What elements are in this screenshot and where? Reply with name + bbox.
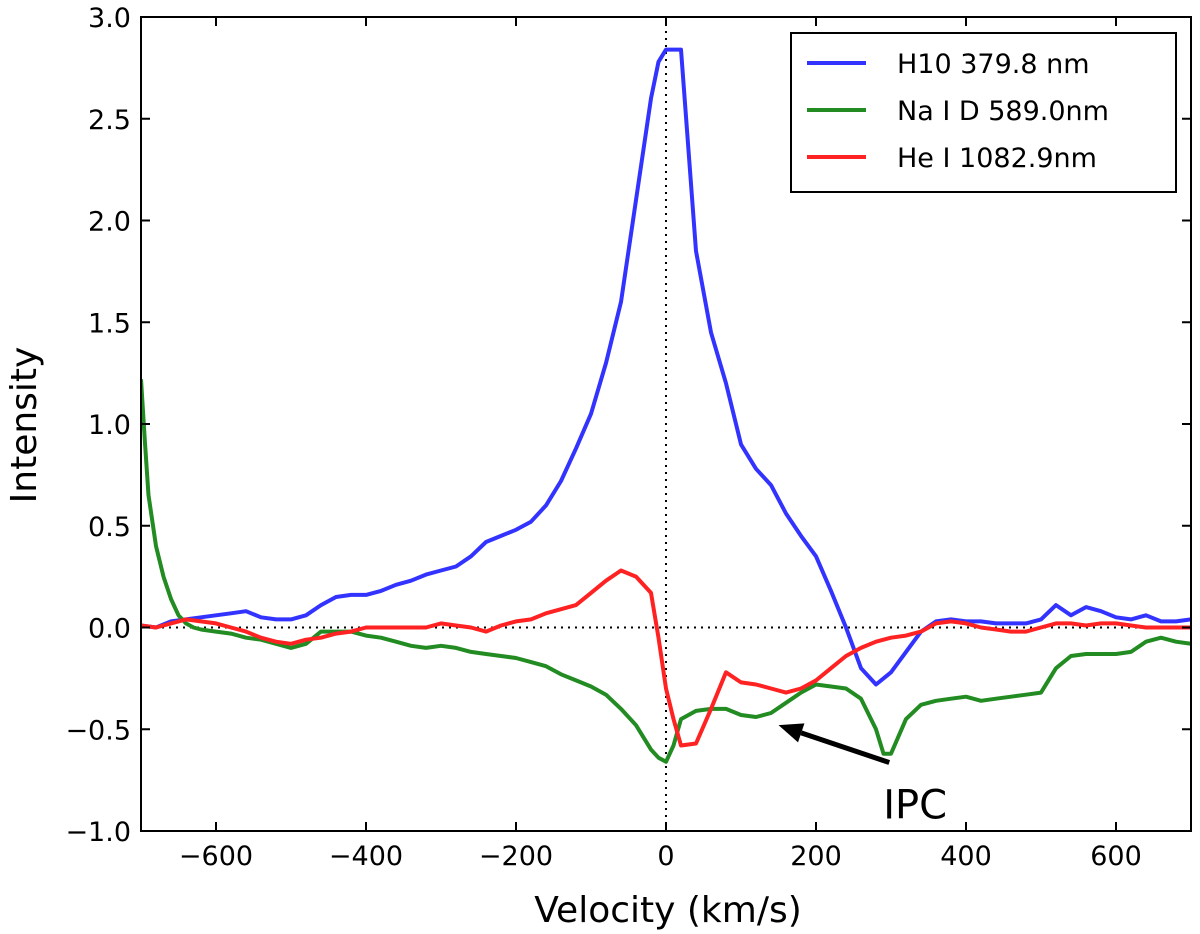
x-tick-label: −400: [329, 841, 403, 872]
x-tick-label: 600: [1090, 841, 1142, 872]
legend-label-1: H10 379.8 nm: [897, 49, 1090, 80]
x-tick-label: 200: [790, 841, 842, 872]
x-tick-label: 400: [940, 841, 992, 872]
x-axis-label: Velocity (km/s): [534, 890, 802, 931]
y-tick-label: 2.0: [88, 207, 131, 238]
legend-label-3: He I 1082.9nm: [897, 143, 1097, 174]
ipc-arrow-shaft: [800, 730, 891, 765]
x-tick-label: 0: [657, 841, 674, 872]
annotation-layer: IPC: [778, 723, 947, 829]
y-tick-label: 3.0: [88, 3, 131, 34]
x-tick-label: −200: [479, 841, 553, 872]
y-tick-label: 1.0: [88, 410, 131, 441]
y-tick-label: 2.5: [88, 105, 131, 136]
series-layer: [141, 47, 1191, 764]
y-axis-label: Intensity: [4, 347, 45, 504]
reference-lines: [141, 17, 1191, 831]
series-line-1: [141, 47, 1191, 687]
legend-label-2: Na I D 589.0nm: [897, 96, 1109, 127]
y-tick-label: 0.5: [88, 512, 131, 543]
y-tick-label: 0.0: [88, 614, 131, 645]
y-tick-label: 1.5: [88, 308, 131, 339]
ticks-layer: −600 −400 −200 0 200 400 600 −1.0 −0.5 0.0 0.5 1.0 1…: [65, 3, 1191, 872]
ipc-annotation-label: IPC: [883, 783, 947, 829]
ipc-arrow-head: [778, 723, 805, 743]
series-line-3: [141, 568, 1191, 748]
y-tick-label: −1.0: [65, 817, 131, 848]
x-tick-label: −600: [179, 841, 253, 872]
legend-box: [790, 32, 1177, 193]
legend: H10 379.8 nm Na I D 589.0nm He I 1082.9nm: [790, 32, 1177, 193]
y-tick-label: −0.5: [65, 715, 131, 746]
